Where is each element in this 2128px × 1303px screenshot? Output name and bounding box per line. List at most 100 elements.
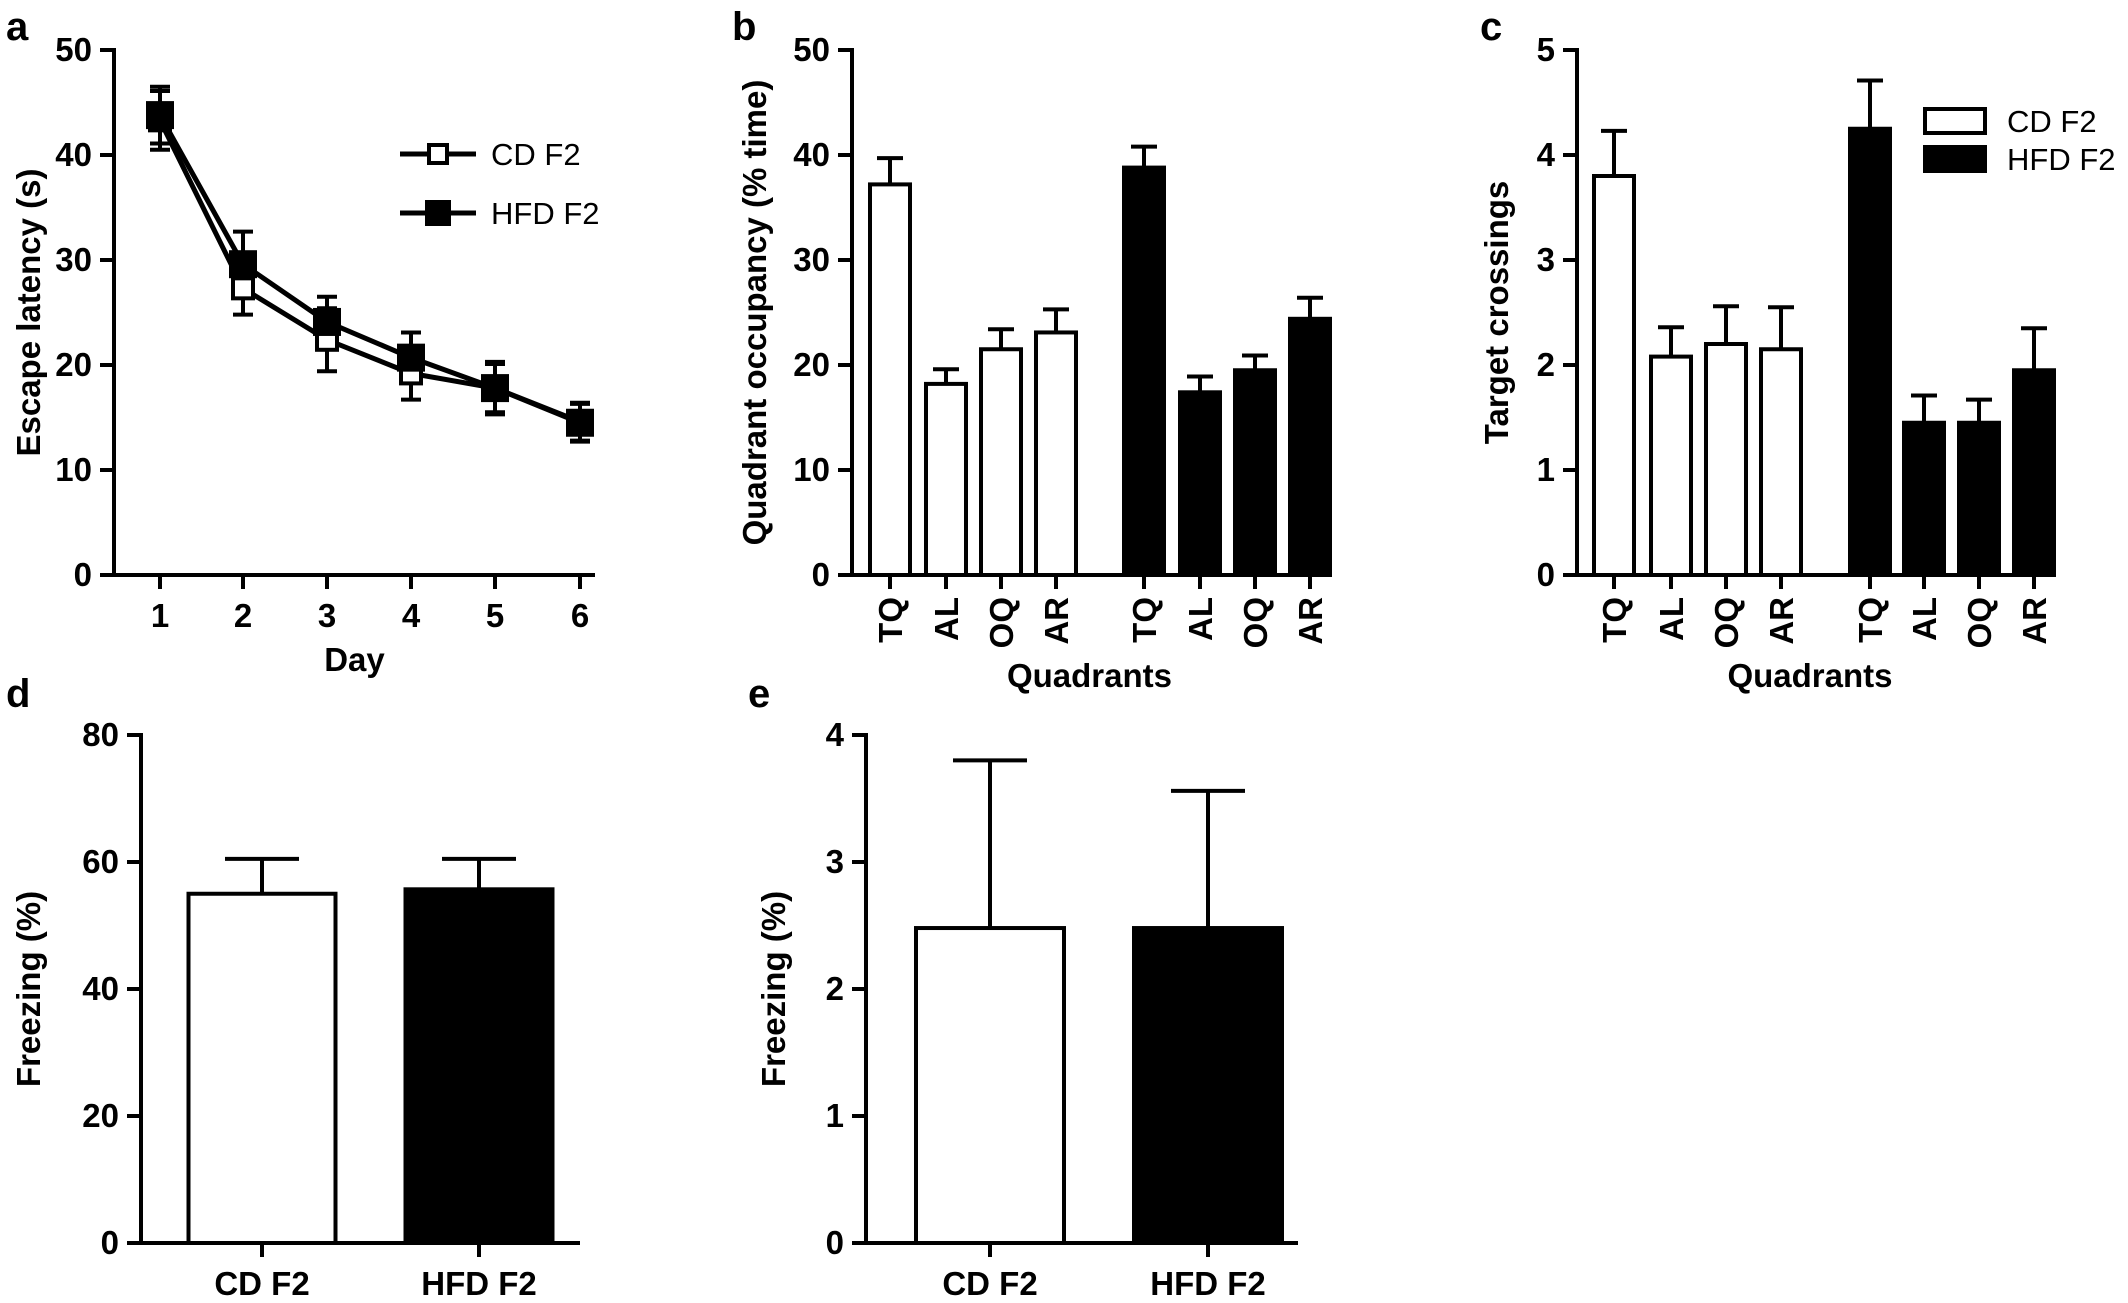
c-x-tick-label-3: AR: [1763, 597, 1800, 645]
e-y-tick-label-0: 0: [826, 1224, 844, 1261]
d-y-tick-label-4: 80: [82, 716, 119, 753]
c-bar-2: [1704, 342, 1748, 577]
a-point-s1-3: [397, 343, 425, 372]
c-x-axis-title: Quadrants: [1727, 657, 1892, 694]
e-y-axis-title: Freezing (%): [755, 891, 792, 1087]
a-legend-label-1: HFD F2: [491, 196, 600, 231]
c-legend-swatch-0: [1923, 107, 1987, 135]
a-y-axis-title: Escape latency (s): [10, 169, 47, 457]
c-y-tick-label-5: 5: [1537, 31, 1555, 68]
a-x-tick-label-3: 4: [402, 597, 421, 634]
a-legend-marker-0: [427, 143, 449, 165]
d-y-tick-label-3: 60: [82, 843, 119, 880]
panel-letter-e: e: [748, 672, 770, 716]
c-x-tick-label-6: OQ: [1961, 597, 1998, 648]
chart-e-freezing: 0 1 2 3 4 Freezing (%) CD F2 HFD F2: [755, 716, 1298, 1302]
b-y-axis-title: Quadrant occupancy (% time): [736, 80, 773, 546]
a-x-tick-label-2: 3: [318, 597, 336, 634]
c-y-tick-label-1: 1: [1537, 451, 1555, 488]
c-y-tick-label-2: 2: [1537, 346, 1555, 383]
b-x-tick-label-1: AL: [928, 597, 965, 641]
a-x-tick-label-4: 5: [486, 597, 504, 634]
d-y-tick-label-0: 0: [101, 1224, 119, 1261]
e-y-tick-label-1: 1: [826, 1097, 844, 1134]
b-bar-1: [924, 381, 968, 577]
chart-a-escape-latency: 0 10 20 30 40 50 Escape latency (s) 1 2 3 4 5 6 Day CD…: [10, 31, 600, 678]
panel-letter-c: c: [1480, 5, 1502, 49]
b-x-tick-label-0: TQ: [872, 597, 909, 643]
chart-d-freezing: 0 20 40 60 80 Freezing (%) CD F2 HFD F2: [10, 716, 580, 1302]
e-y-tick-label-4: 4: [826, 716, 845, 753]
d-y-tick-label-1: 20: [82, 1097, 119, 1134]
b-y-tick-label-0: 0: [812, 556, 830, 593]
b-y-tick-label-4: 40: [793, 136, 830, 173]
c-bar-5: [1902, 420, 1946, 577]
c-bar-7: [2012, 368, 2056, 577]
c-legend-swatch-1: [1923, 145, 1987, 173]
panel-letter-d: d: [6, 672, 30, 716]
b-bar-2: [979, 347, 1023, 577]
c-y-tick-label-3: 3: [1537, 241, 1555, 278]
c-x-tick-label-7: AR: [2016, 597, 2053, 645]
b-y-tick-label-5: 50: [793, 31, 830, 68]
d-bar-1: [403, 887, 555, 1245]
b-x-tick-label-6: OQ: [1237, 597, 1274, 648]
b-bar-5: [1178, 390, 1222, 577]
b-bar-6: [1233, 368, 1277, 577]
b-bar-3: [1034, 330, 1078, 578]
c-x-tick-label-2: OQ: [1708, 597, 1745, 648]
c-x-tick-label-4: TQ: [1852, 597, 1889, 643]
a-x-tick-label-5: 6: [571, 597, 589, 634]
a-y-tick-label-4: 40: [55, 136, 92, 173]
d-y-axis-title: Freezing (%): [10, 891, 47, 1087]
b-x-tick-label-5: AL: [1182, 597, 1219, 641]
a-point-s1-2: [313, 307, 341, 336]
a-legend-marker-1: [425, 200, 451, 226]
d-x-tick-label-0: CD F2: [214, 1265, 309, 1302]
b-bar-7: [1288, 316, 1332, 577]
b-x-tick-label-2: OQ: [983, 597, 1020, 648]
c-x-tick-label-0: TQ: [1596, 597, 1633, 643]
a-x-tick-label-1: 2: [234, 597, 252, 634]
a-series-line-1: [157, 113, 581, 426]
c-bar-1: [1649, 354, 1693, 577]
d-x-tick-label-1: HFD F2: [421, 1265, 537, 1302]
b-y-tick-label-2: 20: [793, 346, 830, 383]
c-x-tick-label-1: AL: [1653, 597, 1690, 641]
b-x-tick-label-7: AR: [1292, 597, 1329, 645]
a-x-tick-label-0: 1: [151, 597, 169, 634]
e-bar-0: [914, 926, 1066, 1245]
e-y-tick-label-2: 2: [826, 970, 844, 1007]
a-y-tick-label-1: 10: [55, 451, 92, 488]
a-point-s1-1: [229, 250, 257, 279]
b-y-tick-label-1: 10: [793, 451, 830, 488]
a-y-tick-label-2: 20: [55, 346, 92, 383]
a-legend-label-0: CD F2: [491, 137, 581, 172]
c-bar-0: [1592, 174, 1636, 577]
e-bar-1: [1132, 926, 1284, 1245]
c-bar-3: [1759, 347, 1803, 577]
d-bar-0: [186, 891, 338, 1245]
a-point-s0-1: [231, 276, 255, 301]
b-x-tick-label-4: TQ: [1126, 597, 1163, 643]
a-x-axis-title: Day: [324, 641, 385, 678]
b-bar-4: [1122, 165, 1166, 577]
e-x-tick-label-0: CD F2: [942, 1265, 1037, 1302]
a-point-s1-0: [146, 101, 174, 130]
b-x-tick-label-3: AR: [1038, 597, 1075, 645]
e-y-tick-label-3: 3: [826, 843, 844, 880]
panel-letter-a: a: [6, 5, 29, 49]
c-y-axis-title: Target crossings: [1478, 181, 1515, 444]
c-y-tick-label-0: 0: [1537, 556, 1555, 593]
a-y-tick-label-3: 30: [55, 241, 92, 278]
a-point-s1-5: [566, 408, 594, 437]
a-y-tick-label-0: 0: [74, 556, 92, 593]
c-legend-label-1: HFD F2: [2007, 142, 2116, 177]
e-x-tick-label-1: HFD F2: [1150, 1265, 1266, 1302]
c-bar-4: [1848, 126, 1892, 577]
c-y-tick-label-4: 4: [1537, 136, 1556, 173]
a-point-s1-4: [481, 374, 509, 403]
b-bar-0: [868, 182, 912, 577]
c-legend-label-0: CD F2: [2007, 104, 2097, 139]
